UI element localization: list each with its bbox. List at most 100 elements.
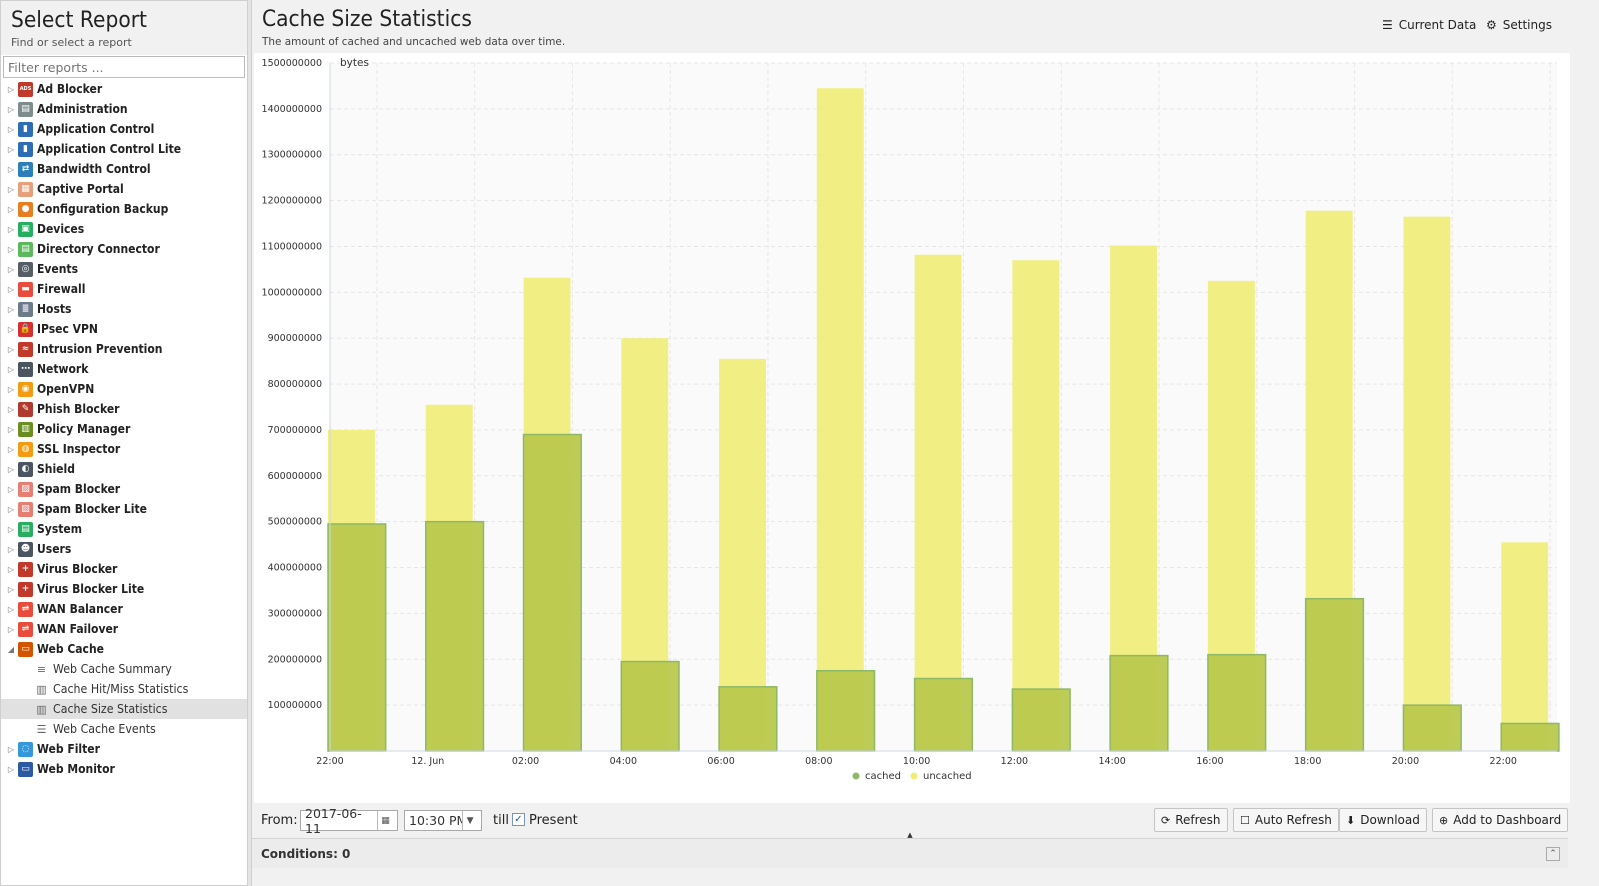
collapsed-arrow-icon[interactable]: ▷ [7,124,15,134]
tree-item-wan-failover[interactable]: ▷ ⇌ WAN Failover [1,619,247,639]
tree-item-virus-blocker-lite[interactable]: ▷ + Virus Blocker Lite [1,579,247,599]
tree-item-network[interactable]: ▷ ⋯ Network [1,359,247,379]
collapsed-arrow-icon[interactable]: ▷ [7,184,15,194]
add-to-dashboard-button[interactable]: ⊕ Add to Dashboard [1432,808,1569,832]
x-tick-label: 22:00 [1490,756,1517,767]
tree-item-spam-blocker-lite[interactable]: ▷ ▨ Spam Blocker Lite [1,499,247,519]
collapsed-arrow-icon[interactable]: ▷ [7,304,15,314]
collapsed-arrow-icon[interactable]: ▷ [7,324,15,334]
tree-item-ipsec-vpn[interactable]: ▷ 🔒 IPsec VPN [1,319,247,339]
tree-item-openvpn[interactable]: ▷ ◉ OpenVPN [1,379,247,399]
collapsed-arrow-icon[interactable]: ▷ [7,364,15,374]
collapsed-arrow-icon[interactable]: ▷ [7,144,15,154]
calendar-icon[interactable]: ▦ [377,811,393,830]
tree-item-policy-manager[interactable]: ▷ ▥ Policy Manager [1,419,247,439]
collapsed-arrow-icon[interactable]: ▷ [7,224,15,234]
tree-item-application-control[interactable]: ▷ ▮ Application Control [1,119,247,139]
refresh-button[interactable]: ⟳ Refresh [1154,808,1228,832]
collapsed-arrow-icon[interactable]: ▷ [7,504,15,514]
y-tick-label: 700000000 [268,425,322,436]
auto-refresh-button[interactable]: ☐ Auto Refresh [1233,808,1339,832]
collapsed-arrow-icon[interactable]: ▷ [7,484,15,494]
from-date-field[interactable]: 2017-06-11 ▦ [300,806,398,836]
collapse-splitter[interactable]: ▲ [907,831,913,839]
filter-reports-input[interactable] [3,56,245,78]
collapsed-arrow-icon[interactable]: ▷ [7,404,15,414]
y-tick-label: 400000000 [268,563,322,574]
report-item-web-cache-summary[interactable]: ≡ Web Cache Summary [1,659,247,679]
spam-blocker-lite-icon: ▨ [18,501,33,517]
tree-item-label: Network [37,362,89,376]
collapsed-arrow-icon[interactable]: ▷ [7,464,15,474]
tree-item-virus-blocker[interactable]: ▷ + Virus Blocker [1,559,247,579]
report-panel: Cache Size Statistics The amount of cach… [251,0,1599,886]
x-tick-label: 14:00 [1098,756,1125,767]
collapsed-arrow-icon[interactable]: ▷ [7,384,15,394]
collapsed-arrow-icon[interactable]: ▷ [7,84,15,94]
tree-item-system[interactable]: ▷ ▤ System [1,519,247,539]
tree-item-label: Web Monitor [37,762,115,776]
tree-item-firewall[interactable]: ▷ ▬ Firewall [1,279,247,299]
tree-item-phish-blocker[interactable]: ▷ ✎ Phish Blocker [1,399,247,419]
collapsed-arrow-icon[interactable]: ▷ [7,204,15,214]
page-title: Cache Size Statistics [262,7,472,32]
collapsed-arrow-icon[interactable]: ▷ [7,584,15,594]
collapsed-arrow-icon[interactable]: ▷ [7,104,15,114]
tree-item-web-cache[interactable]: ◢ ▭ Web Cache [1,639,247,659]
tree-item-captive-portal[interactable]: ▷ ▦ Captive Portal [1,179,247,199]
x-tick-label: 16:00 [1196,756,1223,767]
tree-item-administration[interactable]: ▷ ▤ Administration [1,99,247,119]
tree-item-events[interactable]: ▷ ◎ Events [1,259,247,279]
collapsed-arrow-icon[interactable]: ▷ [7,284,15,294]
report-item-cache-size-statistics[interactable]: ▥ Cache Size Statistics [1,699,247,719]
tree-item-configuration-backup[interactable]: ▷ ● Configuration Backup [1,199,247,219]
download-button[interactable]: ⬇ Download [1339,808,1427,832]
from-time-field[interactable]: 10:30 PM ▼ [404,810,482,831]
collapsed-arrow-icon[interactable]: ▷ [7,344,15,354]
tree-item-bandwidth-control[interactable]: ▷ ⇄ Bandwidth Control [1,159,247,179]
tree-item-wan-balancer[interactable]: ▷ ⇌ WAN Balancer [1,599,247,619]
present-checkbox[interactable]: ✓ [512,813,525,826]
tree-item-label: Users [37,542,72,556]
tree-item-label: Bandwidth Control [37,162,151,176]
tree-item-intrusion-prevention[interactable]: ▷ ≈ Intrusion Prevention [1,339,247,359]
collapsed-arrow-icon[interactable]: ▷ [7,744,15,754]
chevron-down-icon[interactable]: ▼ [462,811,477,830]
web-filter-icon: ◌ [18,741,33,757]
tree-item-hosts[interactable]: ▷ ≣ Hosts [1,299,247,319]
tree-item-ssl-inspector[interactable]: ▷ ◍ SSL Inspector [1,439,247,459]
tree-item-application-control-lite[interactable]: ▷ ▮ Application Control Lite [1,139,247,159]
collapsed-arrow-icon[interactable]: ▷ [7,164,15,174]
settings-button[interactable]: ⚙ Settings [1486,18,1552,32]
current-data-button[interactable]: ☰ Current Data [1382,18,1476,32]
collapsed-arrow-icon[interactable]: ▷ [7,604,15,614]
collapsed-arrow-icon[interactable]: ▷ [7,424,15,434]
collapsed-arrow-icon[interactable]: ▷ [7,564,15,574]
x-tick-label: 06:00 [707,756,734,767]
expanded-arrow-icon[interactable]: ◢ [7,644,15,654]
tree-item-directory-connector[interactable]: ▷ ▤ Directory Connector [1,239,247,259]
refresh-label: Refresh [1175,813,1221,827]
x-tick-label: 12. Jun [411,756,444,767]
tree-item-ad-blocker[interactable]: ▷ ADS Ad Blocker [1,79,247,99]
tree-item-devices[interactable]: ▷ ▣ Devices [1,219,247,239]
collapsed-arrow-icon[interactable]: ▷ [7,524,15,534]
tree-item-label: OpenVPN [37,382,95,396]
collapsed-arrow-icon[interactable]: ▷ [7,444,15,454]
report-item-web-cache-events[interactable]: ☰ Web Cache Events [1,719,247,739]
tree-item-users[interactable]: ▷ ☻ Users [1,539,247,559]
collapsed-arrow-icon[interactable]: ▷ [7,244,15,254]
collapsed-arrow-icon[interactable]: ▷ [7,264,15,274]
report-item-cache-hit-miss-statistics[interactable]: ▥ Cache Hit/Miss Statistics [1,679,247,699]
collapsed-arrow-icon[interactable]: ▷ [7,764,15,774]
collapsed-arrow-icon[interactable]: ▷ [7,544,15,554]
collapsed-arrow-icon[interactable]: ▷ [7,624,15,634]
tree-item-web-filter[interactable]: ▷ ◌ Web Filter [1,739,247,759]
bar-uncached [1012,260,1060,751]
tree-item-shield[interactable]: ▷ ◐ Shield [1,459,247,479]
tree-item-label: Devices [37,222,85,236]
tree-item-web-monitor[interactable]: ▷ ▭ Web Monitor [1,759,247,779]
expand-icon[interactable]: ⌃ [1546,847,1560,861]
tree-item-spam-blocker[interactable]: ▷ ▨ Spam Blocker [1,479,247,499]
y-tick-label: 900000000 [268,333,322,344]
